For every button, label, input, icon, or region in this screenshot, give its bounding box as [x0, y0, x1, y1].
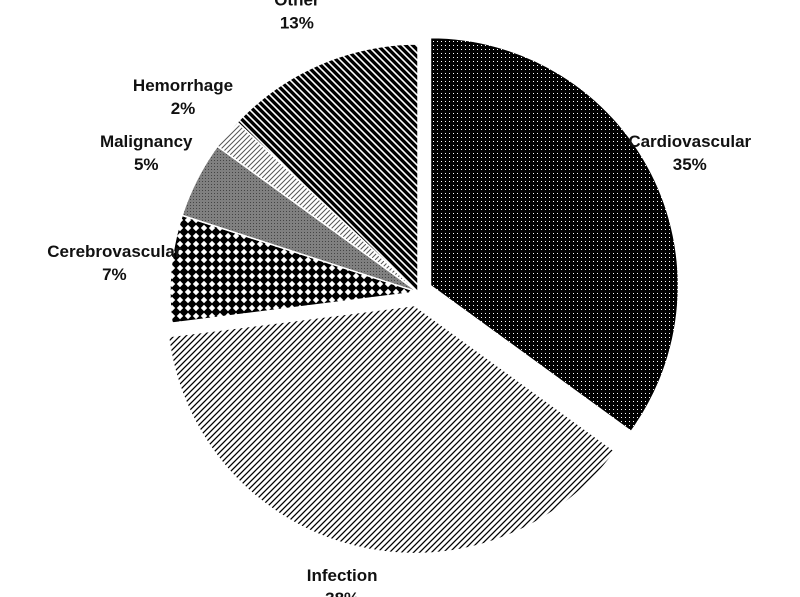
pie-slice — [169, 214, 419, 324]
slice-value-label: 38% — [325, 589, 359, 597]
slice-value-label: 2% — [171, 99, 196, 118]
slice-label: Hemorrhage — [133, 76, 233, 95]
slice-label: Cerebrovascular — [47, 242, 182, 261]
slice-value-label: 7% — [102, 265, 127, 284]
slice-value-label: 35% — [673, 155, 707, 174]
slice-value-label: 13% — [280, 14, 314, 33]
slice-label: Other — [274, 0, 320, 10]
slice-value-label: 5% — [134, 155, 159, 174]
pie-slice — [167, 304, 617, 555]
slice-label: Infection — [307, 566, 378, 585]
slice-label: Cardiovascular — [628, 132, 751, 151]
pie-slice — [236, 43, 419, 294]
pie-slice — [429, 36, 680, 433]
slice-label: Malignancy — [100, 132, 193, 151]
